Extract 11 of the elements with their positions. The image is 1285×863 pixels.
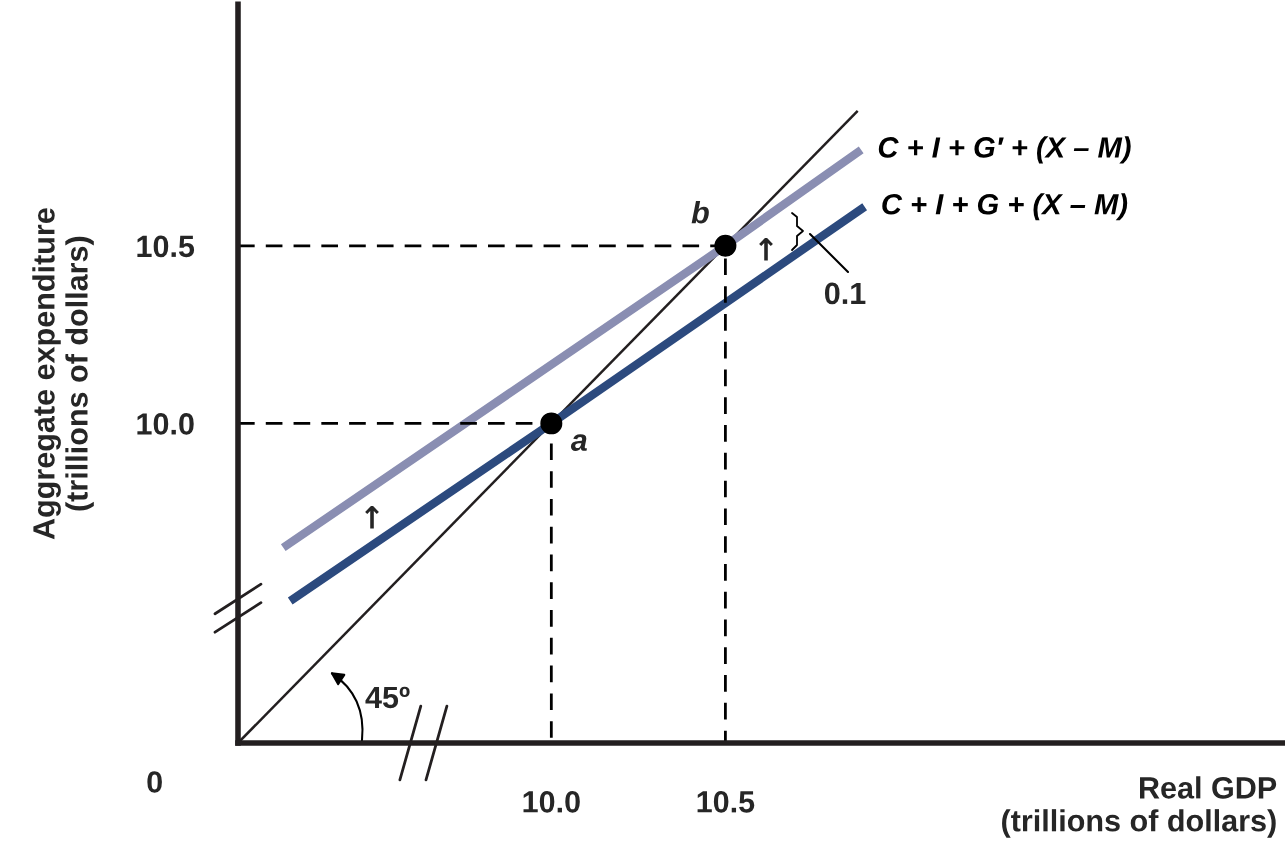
series-label: C + I + G + (X – M) — [882, 193, 1128, 221]
series-label: C + I + G′ + (X – M) — [878, 136, 1131, 164]
annotation: 0.1 — [824, 282, 866, 305]
annotation: 45º — [365, 686, 410, 709]
y-axis-title: Aggregate expenditure (trillions of dollars) — [32, 208, 94, 540]
annotation: b — [691, 201, 709, 224]
annotation: 0 — [147, 771, 162, 793]
annotation: a — [570, 434, 587, 452]
x-axis-title: Real GDP (trillions of dollars) — [1002, 776, 1277, 838]
annotation: ↑ — [759, 238, 773, 261]
annotation: ↑ — [365, 506, 379, 529]
